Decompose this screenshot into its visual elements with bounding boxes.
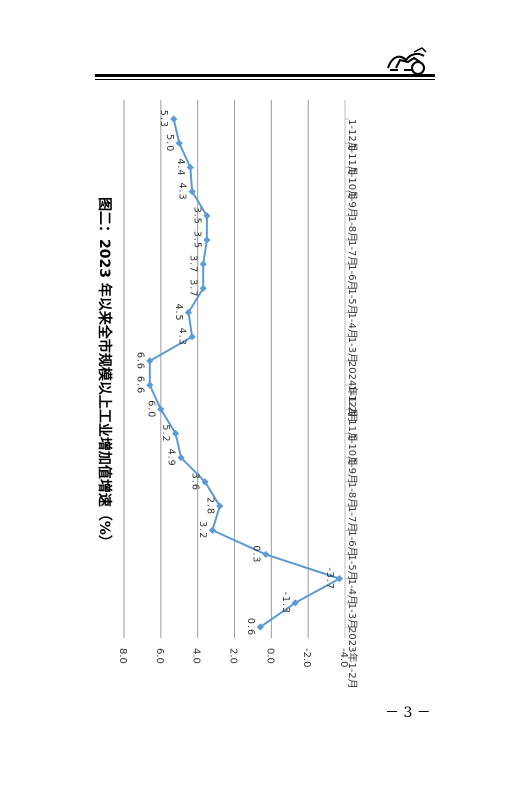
data-label: 4.4 bbox=[175, 158, 186, 176]
x-tick-label: 1-6月 bbox=[346, 530, 358, 556]
x-tick-label: 1-10月 bbox=[346, 433, 358, 466]
x-tick-label: 1-3月 bbox=[346, 603, 358, 629]
data-point bbox=[201, 478, 209, 486]
data-label: 6.6 bbox=[134, 352, 145, 370]
data-label: 0.3 bbox=[250, 545, 261, 563]
y-tick-label: 8.0 bbox=[117, 648, 128, 664]
data-point bbox=[208, 526, 216, 534]
x-tick-label: 1-4月 bbox=[346, 313, 358, 339]
data-label: 5.3 bbox=[158, 110, 169, 128]
x-tick-label: 1-12月 bbox=[346, 119, 358, 152]
data-point bbox=[177, 454, 185, 462]
data-point bbox=[199, 284, 207, 292]
header-rule bbox=[95, 74, 435, 77]
data-label: 3.6 bbox=[190, 473, 201, 491]
x-tick-label: 1-3月 bbox=[346, 337, 358, 363]
data-label: 4.5 bbox=[173, 303, 184, 321]
data-point bbox=[175, 139, 183, 147]
data-point bbox=[216, 502, 224, 510]
x-tick-label: 1-7月 bbox=[346, 240, 358, 266]
data-label: 6.6 bbox=[134, 376, 145, 394]
x-tick-label: 1-8月 bbox=[346, 216, 358, 242]
x-tick-label: 1-11月 bbox=[346, 409, 358, 442]
header-rule-thin bbox=[95, 79, 435, 80]
data-label: 3.7 bbox=[188, 255, 199, 273]
x-tick-label: 1-9月 bbox=[346, 458, 358, 484]
x-tick-label: 2024年1-2月 bbox=[346, 361, 359, 423]
page-number: － 3 － bbox=[385, 705, 431, 721]
horse-carriage-logo bbox=[387, 47, 427, 75]
data-label: 3.5 bbox=[191, 207, 202, 225]
x-tick-label: 1-8月 bbox=[346, 482, 358, 508]
x-tick-label: 1-12月 bbox=[346, 385, 358, 418]
data-point bbox=[157, 405, 165, 413]
data-label: 2.8 bbox=[204, 497, 215, 515]
data-point bbox=[203, 212, 211, 220]
data-label: 3.7 bbox=[188, 279, 199, 297]
data-label: 5.2 bbox=[160, 424, 171, 442]
x-tick-label: 1-7月 bbox=[346, 506, 358, 532]
x-tick-label: 2023年1-2月 bbox=[346, 627, 359, 689]
data-point bbox=[146, 381, 154, 389]
data-label: 0.6 bbox=[245, 618, 256, 636]
data-label: 4.3 bbox=[177, 183, 188, 201]
data-label: 6.0 bbox=[145, 400, 156, 418]
y-tick-label: 0.0 bbox=[264, 648, 275, 664]
data-point bbox=[256, 623, 264, 631]
series-line bbox=[148, 118, 342, 628]
y-tick-label: -2.0 bbox=[301, 648, 312, 668]
data-point bbox=[186, 163, 194, 171]
data-label: -3.7 bbox=[324, 567, 335, 590]
data-point bbox=[188, 187, 196, 196]
data-point bbox=[199, 260, 207, 268]
data-point bbox=[170, 115, 178, 123]
data-point bbox=[188, 333, 196, 341]
x-tick-label: 1-11月 bbox=[346, 143, 358, 176]
x-tick-label: 1-9月 bbox=[346, 192, 358, 218]
x-tick-label: 1-6月 bbox=[346, 264, 358, 290]
x-tick-label: 1-4月 bbox=[346, 579, 358, 605]
data-label: 5.0 bbox=[164, 134, 175, 152]
data-point bbox=[335, 575, 344, 583]
data-point bbox=[262, 550, 270, 559]
data-label: 3.5 bbox=[191, 231, 202, 249]
x-tick-label: 1-5月 bbox=[346, 288, 358, 314]
data-point bbox=[203, 236, 211, 244]
data-label: -1.3 bbox=[280, 592, 291, 615]
y-tick-label: 2.0 bbox=[228, 648, 239, 664]
data-label: 4.3 bbox=[177, 328, 188, 346]
y-tick-label: 6.0 bbox=[154, 648, 165, 664]
data-label: 3.2 bbox=[197, 521, 208, 539]
x-tick-label: 1-5月 bbox=[346, 554, 358, 580]
data-label: 4.9 bbox=[166, 449, 177, 467]
data-point bbox=[184, 308, 193, 317]
data-point bbox=[146, 357, 154, 365]
y-tick-label: 4.0 bbox=[191, 648, 202, 664]
y-tick-label: -4.0 bbox=[338, 648, 349, 668]
data-point bbox=[291, 599, 299, 607]
data-point bbox=[171, 429, 180, 438]
chart-title: 图二：2023 年以来全市规模以上工业增加值增速（%） bbox=[96, 197, 113, 549]
x-tick-label: 1-10月 bbox=[346, 167, 358, 200]
